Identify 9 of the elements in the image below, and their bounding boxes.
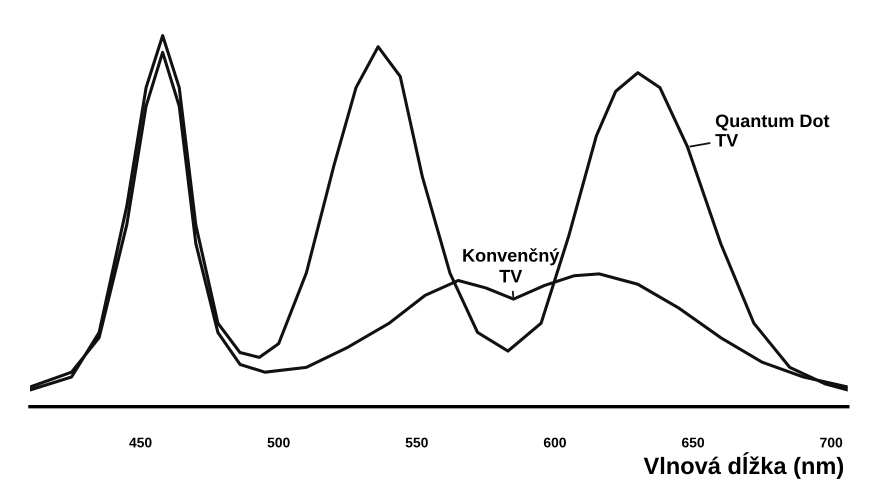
series-label: Quantum Dot TV <box>715 114 830 147</box>
x-tick-label: 600 <box>544 438 566 448</box>
x-tick-label: 650 <box>682 438 704 448</box>
x-tick-label: 450 <box>129 438 152 448</box>
x-tick-label: 700 <box>820 438 842 448</box>
x-axis-title: Vlnová dĺžka (nm) <box>644 452 844 479</box>
x-tick-label: 550 <box>406 438 428 448</box>
series-label: Konvenčný TV <box>463 248 560 282</box>
x-tick-label: 500 <box>268 438 290 448</box>
